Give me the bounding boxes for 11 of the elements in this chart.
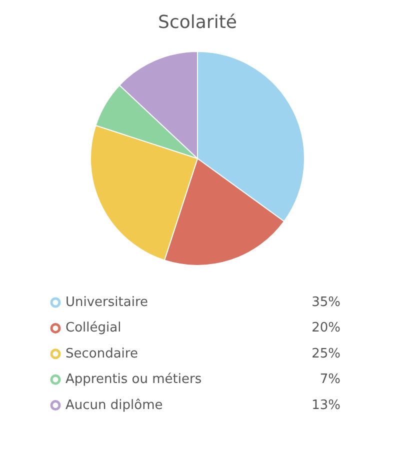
legend-label: Aucun diplôme xyxy=(66,398,163,413)
data-label: 20% xyxy=(312,320,341,336)
legend-label: Collégial xyxy=(66,320,122,336)
legend-label: Secondaire xyxy=(66,346,138,362)
data-label: 13% xyxy=(312,398,341,413)
data-label: 25% xyxy=(312,346,341,362)
chart-title: Scolarité xyxy=(158,12,237,33)
legend-label: Universitaire xyxy=(66,295,148,310)
legend-label: Apprentis ou métiers xyxy=(66,372,202,388)
data-label: 7% xyxy=(320,372,340,388)
data-label: 35% xyxy=(312,295,341,310)
